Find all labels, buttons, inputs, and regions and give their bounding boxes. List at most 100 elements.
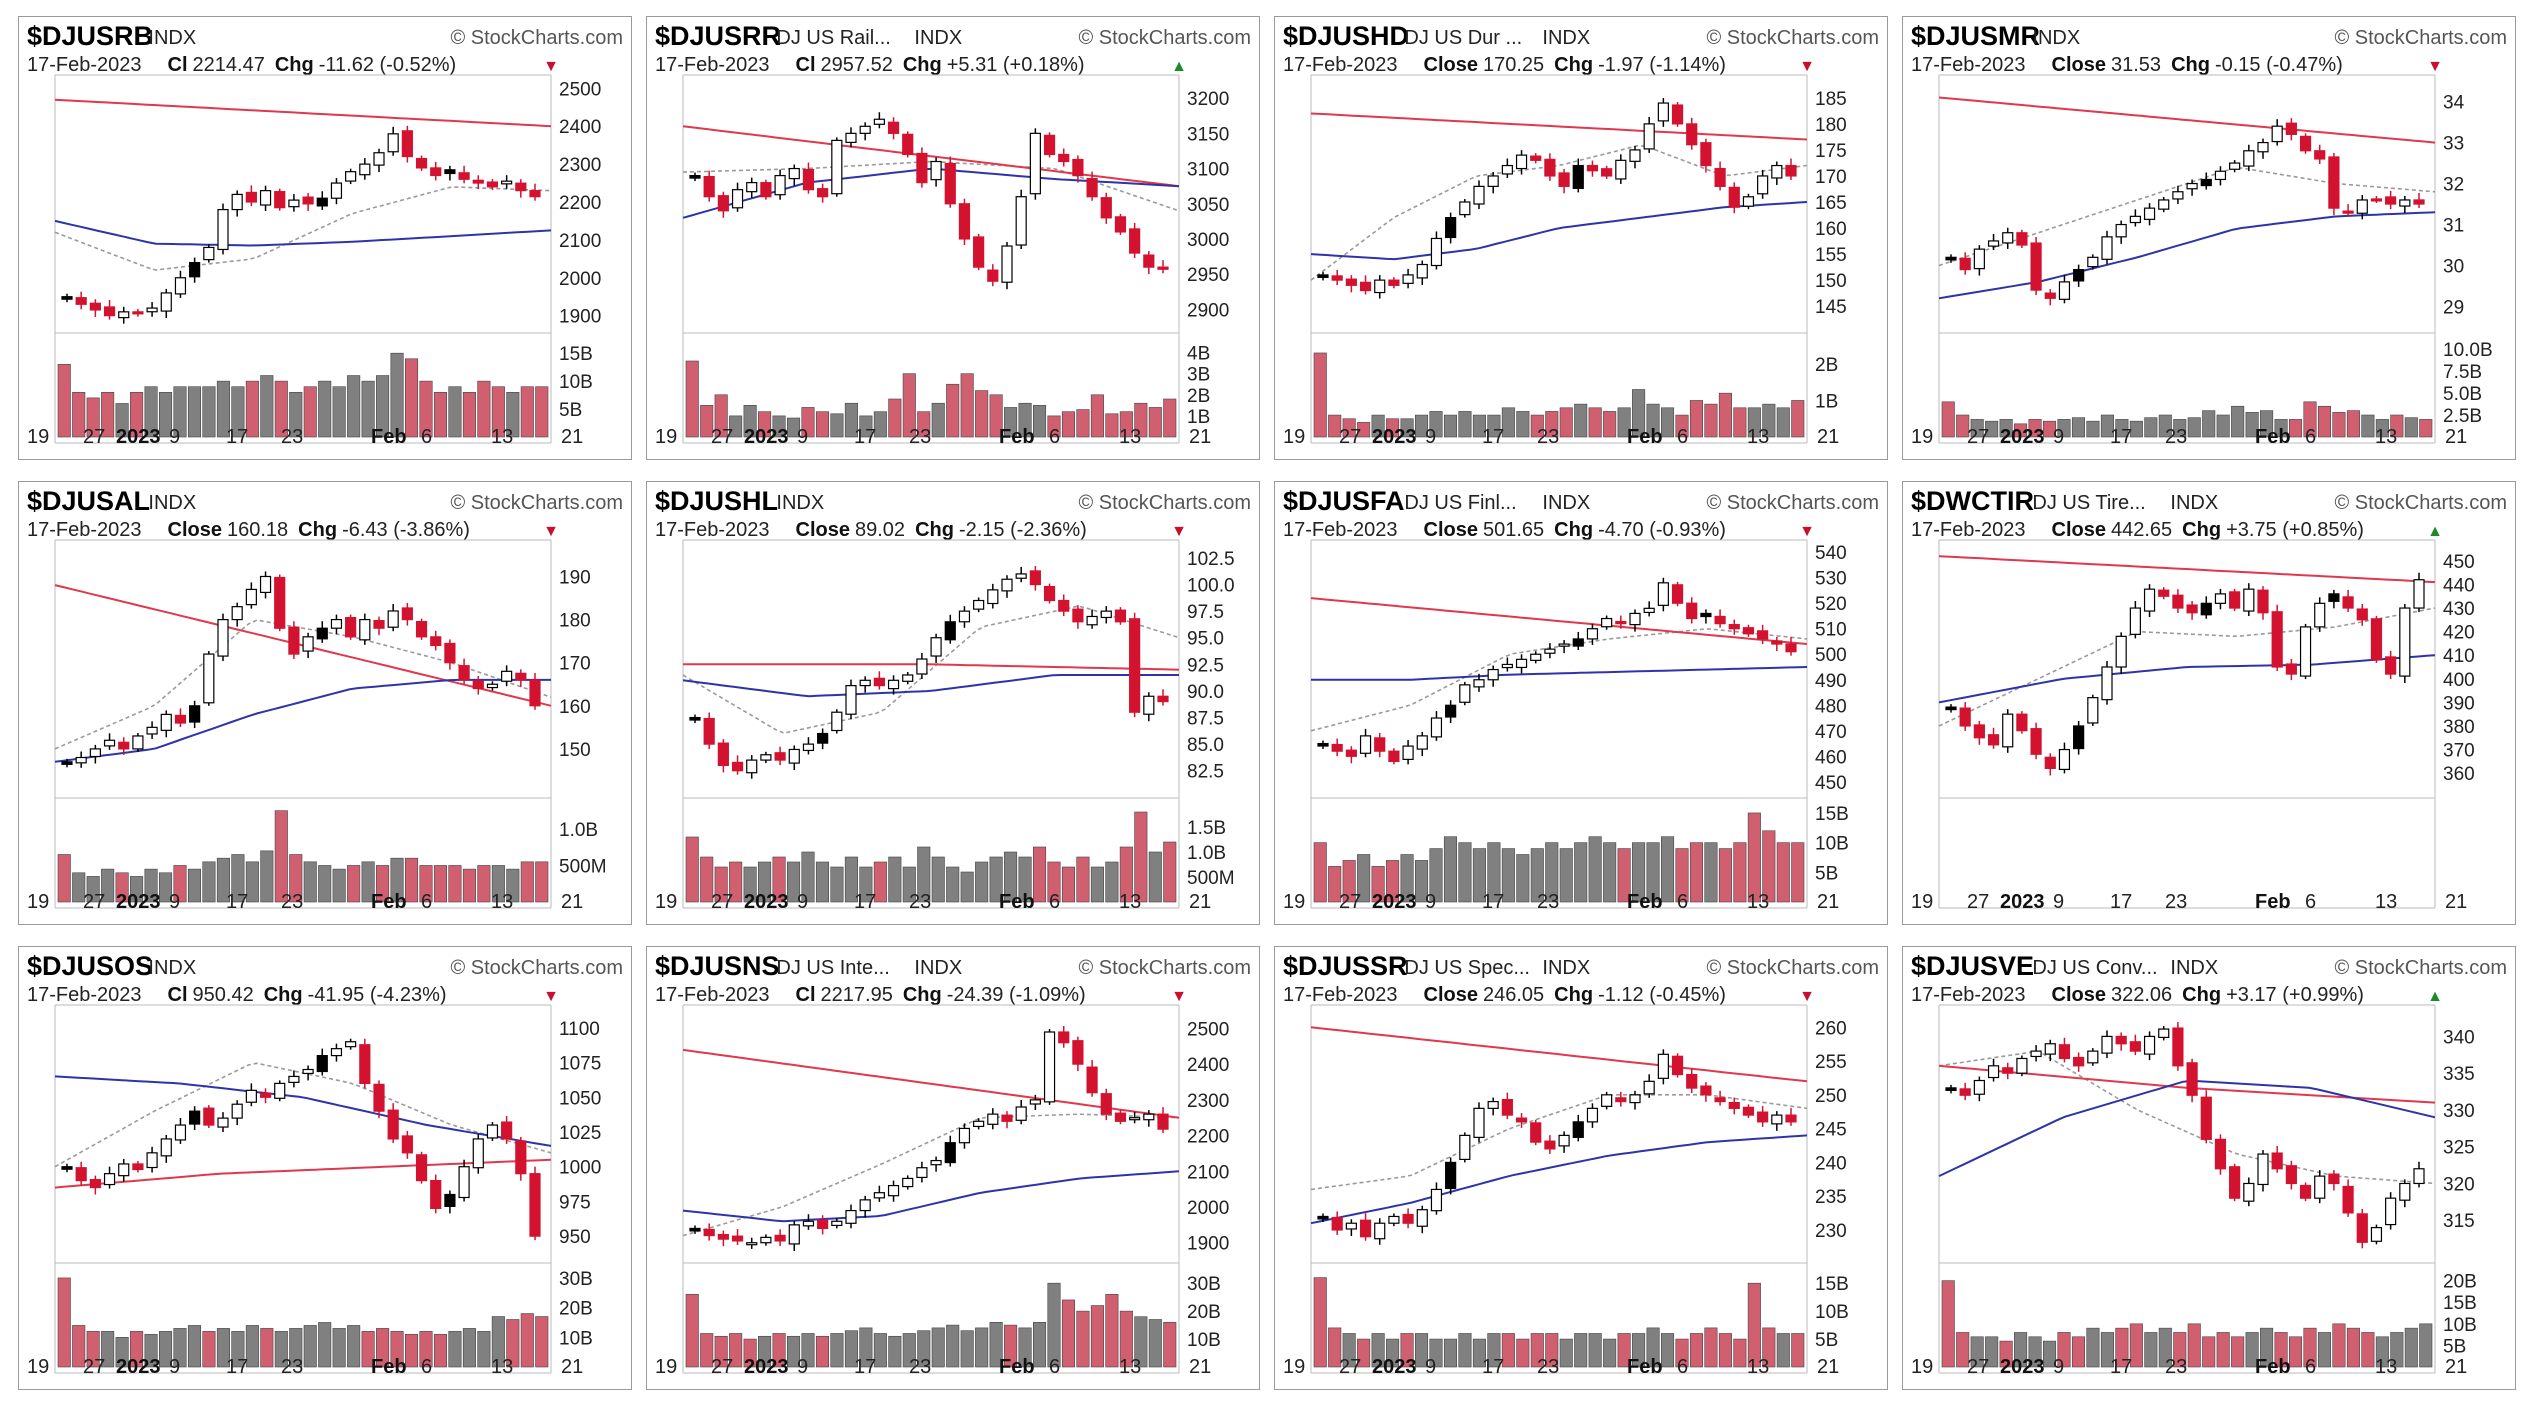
candle[interactable] <box>146 302 158 317</box>
candle[interactable] <box>302 632 314 659</box>
candle[interactable] <box>887 1180 900 1202</box>
candle[interactable] <box>359 613 371 645</box>
candle[interactable] <box>2328 589 2340 609</box>
candle[interactable] <box>1001 575 1013 598</box>
candle[interactable] <box>118 737 130 755</box>
candle[interactable] <box>2299 133 2312 154</box>
candle[interactable] <box>1359 728 1372 758</box>
candle[interactable] <box>973 597 985 613</box>
candle[interactable] <box>2200 1090 2212 1144</box>
candle[interactable] <box>1072 155 1084 183</box>
chart-panel-djusos[interactable]: $DJUSOS INDX © StockCharts.com 17-Feb-2023 C… <box>18 946 632 1390</box>
candle[interactable] <box>987 264 999 287</box>
candle[interactable] <box>1445 700 1457 724</box>
candle[interactable] <box>1785 637 1797 656</box>
candle[interactable] <box>288 194 300 212</box>
candle[interactable] <box>2399 195 2411 214</box>
candle[interactable] <box>774 1229 786 1246</box>
candle[interactable] <box>1601 1091 1613 1110</box>
candle[interactable] <box>1700 138 1712 173</box>
candle[interactable] <box>1515 654 1528 674</box>
candle[interactable] <box>174 270 187 298</box>
candle[interactable] <box>373 616 385 636</box>
candle[interactable] <box>1388 1213 1400 1227</box>
candle[interactable] <box>2356 604 2368 626</box>
candle[interactable] <box>973 233 985 271</box>
candle[interactable] <box>1331 1211 1343 1235</box>
candle[interactable] <box>501 175 513 189</box>
candle[interactable] <box>2229 1163 2241 1202</box>
candle[interactable] <box>930 157 942 187</box>
candle[interactable] <box>1001 1111 1013 1129</box>
candle[interactable] <box>2129 1034 2141 1056</box>
candle[interactable] <box>444 1190 456 1214</box>
chart-panel-djusns[interactable]: $DJUSNS DJ US Inte... INDX © StockCharts.co… <box>646 946 1260 1390</box>
chart-panel-djushd[interactable]: $DJUSHD DJ US Dur ... INDX © StockCharts.co… <box>1274 16 1888 460</box>
candle[interactable] <box>1317 1213 1329 1222</box>
candle[interactable] <box>2229 588 2241 612</box>
stockcharts-logo[interactable]: © StockCharts.com <box>1706 957 1879 979</box>
candle[interactable] <box>717 739 729 773</box>
candle[interactable] <box>1558 1131 1570 1153</box>
candle[interactable] <box>2186 1058 2198 1103</box>
candle[interactable] <box>1728 1097 1740 1115</box>
candle[interactable] <box>887 675 900 695</box>
candle[interactable] <box>75 291 87 310</box>
candle[interactable] <box>859 1195 871 1218</box>
candle[interactable] <box>1973 245 1985 276</box>
candle[interactable] <box>458 658 470 684</box>
candle[interactable] <box>274 574 286 632</box>
chart-panel-djusmr[interactable]: $DJUSMR INDX © StockCharts.com 17-Feb-2023 C… <box>1902 16 2516 460</box>
candle[interactable] <box>831 137 843 197</box>
candle[interactable] <box>1100 1088 1112 1121</box>
candle[interactable] <box>1728 182 1740 214</box>
candle[interactable] <box>2058 742 2071 774</box>
candle[interactable] <box>1601 165 1613 179</box>
candle[interactable] <box>2172 185 2184 204</box>
candle[interactable] <box>902 671 914 685</box>
candle[interactable] <box>1058 594 1070 617</box>
candle[interactable] <box>1629 1090 1641 1110</box>
candle[interactable] <box>89 1175 101 1195</box>
candle[interactable] <box>2243 1177 2255 1207</box>
candle[interactable] <box>902 131 914 158</box>
candle[interactable] <box>472 1133 484 1174</box>
candle[interactable] <box>245 185 257 206</box>
candle[interactable] <box>1959 1082 1971 1101</box>
candle[interactable] <box>1629 145 1641 169</box>
candle[interactable] <box>160 1134 172 1163</box>
candle[interactable] <box>1501 158 1513 178</box>
candle[interactable] <box>1601 615 1613 630</box>
candle[interactable] <box>1643 116 1655 153</box>
candle[interactable] <box>2314 597 2326 632</box>
candle[interactable] <box>2328 1170 2340 1191</box>
stockcharts-logo[interactable]: © StockCharts.com <box>450 492 623 514</box>
candle[interactable] <box>2200 172 2212 190</box>
candle[interactable] <box>1143 1110 1155 1127</box>
candle[interactable] <box>930 1156 942 1172</box>
candle[interactable] <box>1945 704 1957 713</box>
candle[interactable] <box>1615 615 1627 629</box>
candle[interactable] <box>330 178 343 205</box>
candle[interactable] <box>1785 158 1797 180</box>
candle[interactable] <box>944 1135 956 1167</box>
candle[interactable] <box>1058 1026 1070 1048</box>
candle[interactable] <box>1359 275 1372 295</box>
candle[interactable] <box>831 1218 843 1229</box>
candle[interactable] <box>274 188 286 211</box>
candle[interactable] <box>2002 227 2014 249</box>
candle[interactable] <box>703 1223 715 1241</box>
candle[interactable] <box>1686 1068 1698 1094</box>
candle[interactable] <box>1501 657 1513 672</box>
candle[interactable] <box>1742 624 1755 637</box>
candle[interactable] <box>2229 160 2241 173</box>
candle[interactable] <box>217 203 229 255</box>
candle[interactable] <box>2172 589 2184 614</box>
candle[interactable] <box>1558 168 1570 194</box>
candle[interactable] <box>103 733 116 750</box>
candle[interactable] <box>359 158 371 180</box>
candle[interactable] <box>1374 275 1386 299</box>
candle[interactable] <box>189 700 201 729</box>
candle[interactable] <box>1043 583 1056 604</box>
candle[interactable] <box>845 679 857 720</box>
